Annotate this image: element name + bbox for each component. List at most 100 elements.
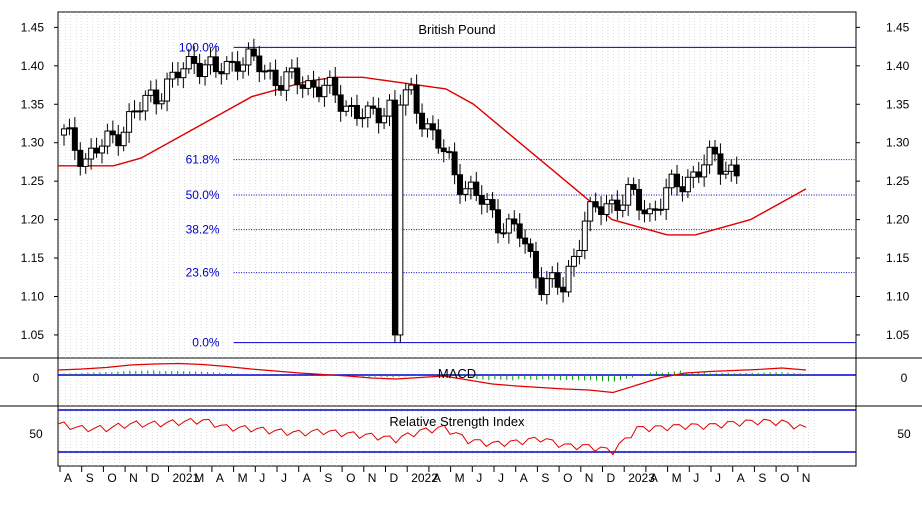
candle-body: [630, 184, 637, 190]
candle-layer: [61, 38, 740, 343]
candle-body: [522, 237, 529, 245]
candle-body: [451, 151, 458, 176]
candle-body: [288, 67, 295, 73]
candle-body: [402, 89, 409, 106]
candle-body: [511, 218, 518, 225]
x-tick-label: A: [737, 471, 745, 485]
candle-body: [473, 181, 480, 196]
candle-body: [462, 188, 469, 195]
candle-body: [516, 223, 523, 239]
y-tick-label-left: 1.20: [21, 213, 45, 227]
y-tick-label-left: 1.25: [21, 174, 45, 188]
x-tick-label: N: [368, 471, 377, 485]
candle-body: [505, 218, 512, 234]
rsi-level-label-right: 50: [897, 427, 911, 441]
candle-body: [359, 117, 366, 120]
candle-body: [538, 277, 545, 296]
candle-body: [381, 115, 388, 124]
moving-average-line: [58, 76, 807, 236]
candle-body: [212, 56, 219, 73]
x-tick-label: D: [390, 471, 399, 485]
candle-body: [549, 272, 556, 280]
x-tick-label: O: [346, 471, 355, 485]
candle-body: [169, 71, 176, 80]
x-tick-label: O: [107, 471, 116, 485]
rsi-line: [57, 417, 807, 456]
x-tick-label: M: [238, 471, 248, 485]
candle-body: [267, 69, 274, 72]
y-tick-label-right: 1.30: [886, 136, 910, 150]
candle-body: [581, 220, 588, 252]
y-tick-label-right: 1.35: [886, 97, 910, 111]
macd-title: MACD: [438, 366, 476, 381]
candle-body: [695, 171, 702, 178]
x-tick-label: S: [541, 471, 549, 485]
candle-body: [684, 176, 691, 193]
y-tick-label-right: 1.20: [886, 213, 910, 227]
macd-layer: [57, 362, 856, 394]
candle-body: [429, 123, 436, 131]
candle-body: [722, 170, 729, 175]
fibonacci-label: 50.0%: [186, 188, 220, 202]
candle-body: [272, 69, 279, 87]
y-tick-label-right: 1.40: [886, 59, 910, 73]
candle-body: [164, 78, 171, 102]
candle-body: [701, 164, 708, 178]
candle-body: [646, 208, 653, 215]
candle-body: [619, 204, 626, 211]
moving-average-layer: [58, 76, 807, 236]
x-tick-label: J: [281, 471, 287, 485]
x-tick-label: A: [650, 471, 658, 485]
candle-body: [592, 201, 599, 208]
candle-body: [196, 62, 203, 78]
candle-body: [668, 173, 675, 189]
x-tick-label: A: [433, 471, 441, 485]
x-tick-label: A: [216, 471, 224, 485]
candle-body: [652, 208, 659, 211]
fibonacci-label: 23.6%: [186, 266, 220, 280]
y-tick-label-left: 1.40: [21, 59, 45, 73]
candle-body: [261, 70, 268, 73]
candle-body: [679, 186, 686, 193]
x-tick-label: J: [693, 471, 699, 485]
candle-body: [348, 104, 355, 107]
candle-body: [565, 265, 572, 293]
candle-body: [191, 56, 198, 64]
x-tick-label: O: [563, 471, 572, 485]
x-tick-label: 2021: [173, 471, 200, 485]
x-tick-label: M: [194, 471, 204, 485]
candle-body: [93, 147, 100, 154]
candle-body: [229, 60, 236, 63]
candle-body: [299, 84, 306, 89]
y-tick-label-right: 1.25: [886, 174, 910, 188]
candle-body: [115, 134, 122, 147]
candle-body: [88, 147, 95, 160]
x-tick-label: D: [151, 471, 160, 485]
x-tick-label: S: [324, 471, 332, 485]
y-tick-label-right: 1.45: [886, 20, 910, 34]
candle-body: [690, 171, 697, 178]
y-tick-label-right: 1.15: [886, 251, 910, 265]
candle-body: [712, 146, 718, 155]
candle-body: [543, 278, 550, 296]
candle-body: [337, 94, 344, 112]
candle-body: [413, 84, 420, 114]
candle-body: [234, 61, 241, 72]
candle-body: [153, 89, 160, 105]
rsi-layer: [57, 409, 856, 456]
candle-body: [397, 104, 404, 336]
candle-body: [174, 71, 181, 79]
candle-body: [706, 146, 713, 166]
x-tick-label: N: [802, 471, 811, 485]
x-tick-label: N: [585, 471, 594, 485]
y-tick-label-left: 1.15: [21, 251, 45, 265]
candle-body: [245, 48, 252, 66]
candle-body: [625, 184, 632, 206]
candle-body: [283, 71, 290, 91]
candle-body: [131, 110, 138, 113]
candle-body: [223, 60, 230, 75]
